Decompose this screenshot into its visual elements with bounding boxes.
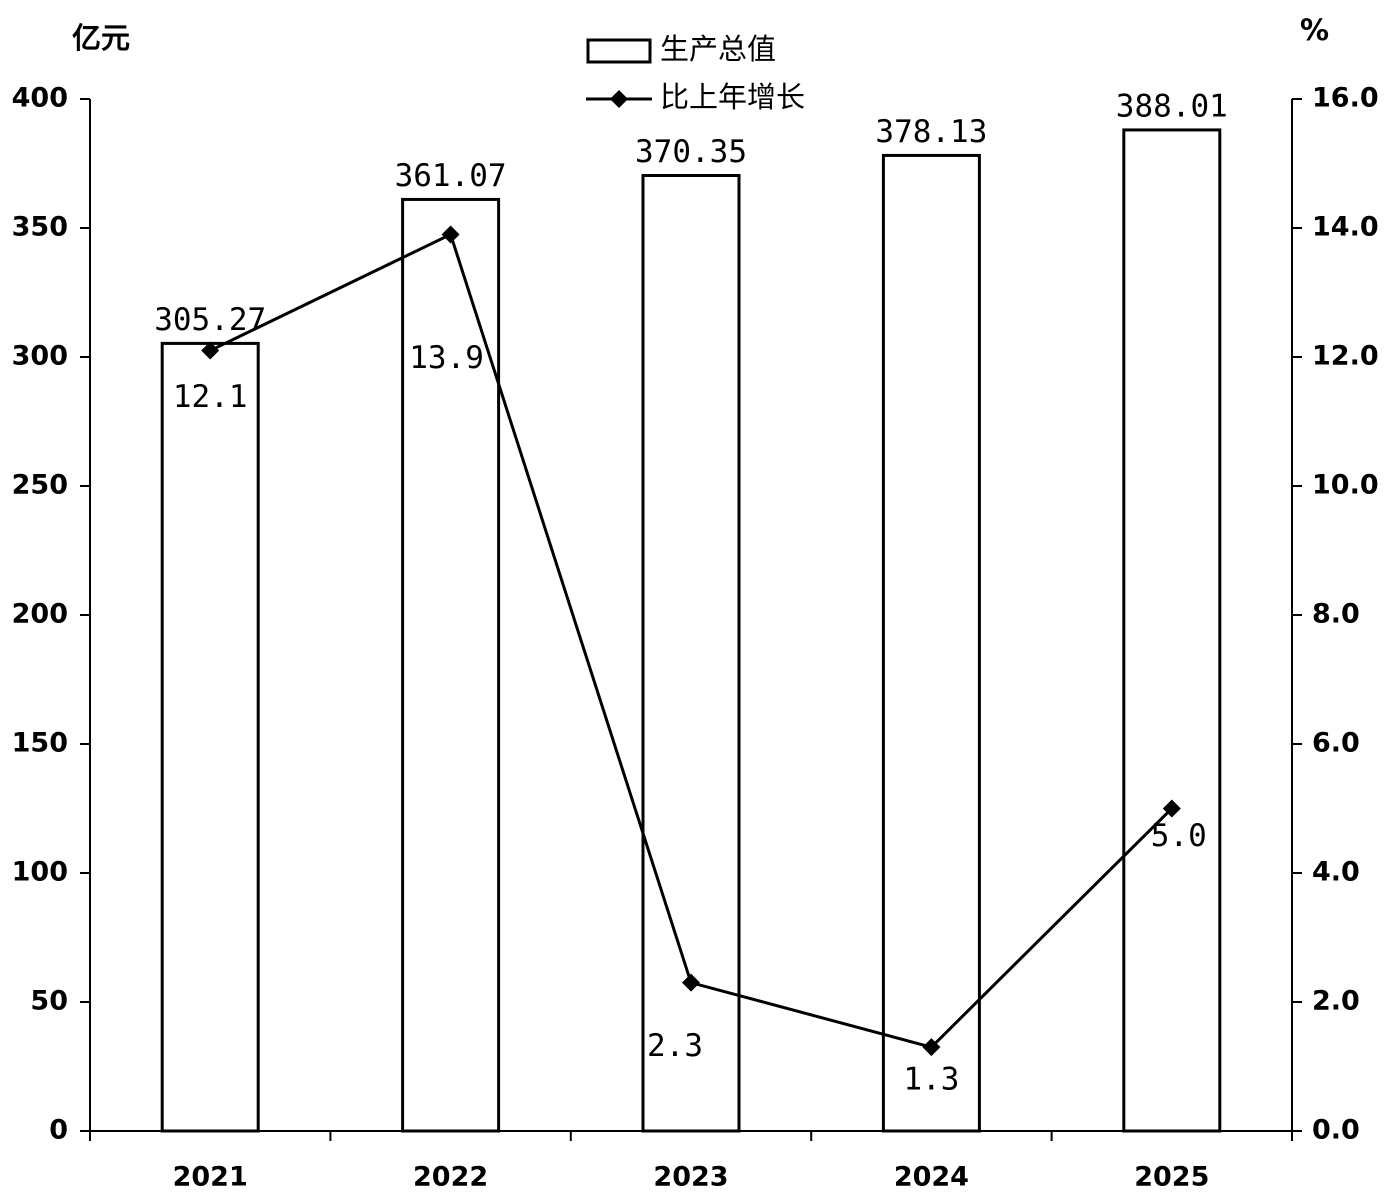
bar-value-label: 361.07	[395, 158, 507, 194]
y2-tick-label: 2.0	[1312, 986, 1360, 1017]
legend-label: 比上年增长	[660, 80, 805, 114]
line-marker	[682, 973, 700, 992]
y-tick-label: 150	[12, 728, 68, 759]
y2-tick-label: 0.0	[1312, 1115, 1360, 1146]
y2-tick-label: 16.0	[1312, 83, 1379, 114]
line-value-label: 2.3	[647, 1028, 703, 1064]
line-value-label: 1.3	[903, 1062, 959, 1098]
line-marker	[201, 341, 220, 360]
bar-value-label: 388.01	[1116, 88, 1228, 124]
y-tick-label: 200	[12, 599, 68, 630]
y2-tick-label: 10.0	[1312, 470, 1379, 501]
bar	[160, 341, 260, 1133]
x-tick-label: 2025	[1134, 1162, 1209, 1193]
y2-tick-label: 6.0	[1312, 728, 1360, 759]
legend-label: 生产总值	[660, 32, 776, 66]
bar	[401, 197, 501, 1133]
x-tick-label: 2023	[653, 1162, 728, 1193]
y2-tick-label: 12.0	[1312, 341, 1379, 372]
y-tick-label: 300	[12, 341, 68, 372]
bar	[881, 153, 981, 1133]
line-value-label: 13.9	[409, 340, 484, 376]
line-value-label: 5.0	[1151, 818, 1207, 854]
y2-axis-label: %	[1300, 13, 1329, 47]
bar-value-label: 370.35	[635, 134, 747, 170]
line-value-label: 12.1	[173, 379, 248, 415]
y-tick-label: 100	[12, 857, 68, 888]
y-tick-label: 400	[12, 83, 68, 114]
bar	[641, 173, 741, 1133]
bar	[1122, 128, 1222, 1133]
legend-swatch	[586, 38, 652, 64]
y2-tick-label: 4.0	[1312, 857, 1360, 888]
line-marker	[441, 225, 460, 244]
x-tick-label: 2024	[894, 1162, 969, 1193]
x-tick-label: 2021	[173, 1162, 248, 1193]
x-tick-label: 2022	[413, 1162, 488, 1193]
legend-swatch	[610, 90, 628, 108]
y-tick-label: 0	[49, 1115, 68, 1146]
y-tick-label: 250	[12, 470, 68, 501]
y2-tick-label: 8.0	[1312, 599, 1360, 630]
bar-value-label: 378.13	[875, 114, 987, 150]
y-axis-label: 亿元	[72, 21, 130, 55]
y-tick-label: 350	[12, 212, 68, 243]
y2-tick-label: 14.0	[1312, 212, 1379, 243]
line-marker	[922, 1038, 941, 1057]
line-marker	[1162, 799, 1181, 818]
y-tick-label: 50	[30, 986, 68, 1017]
